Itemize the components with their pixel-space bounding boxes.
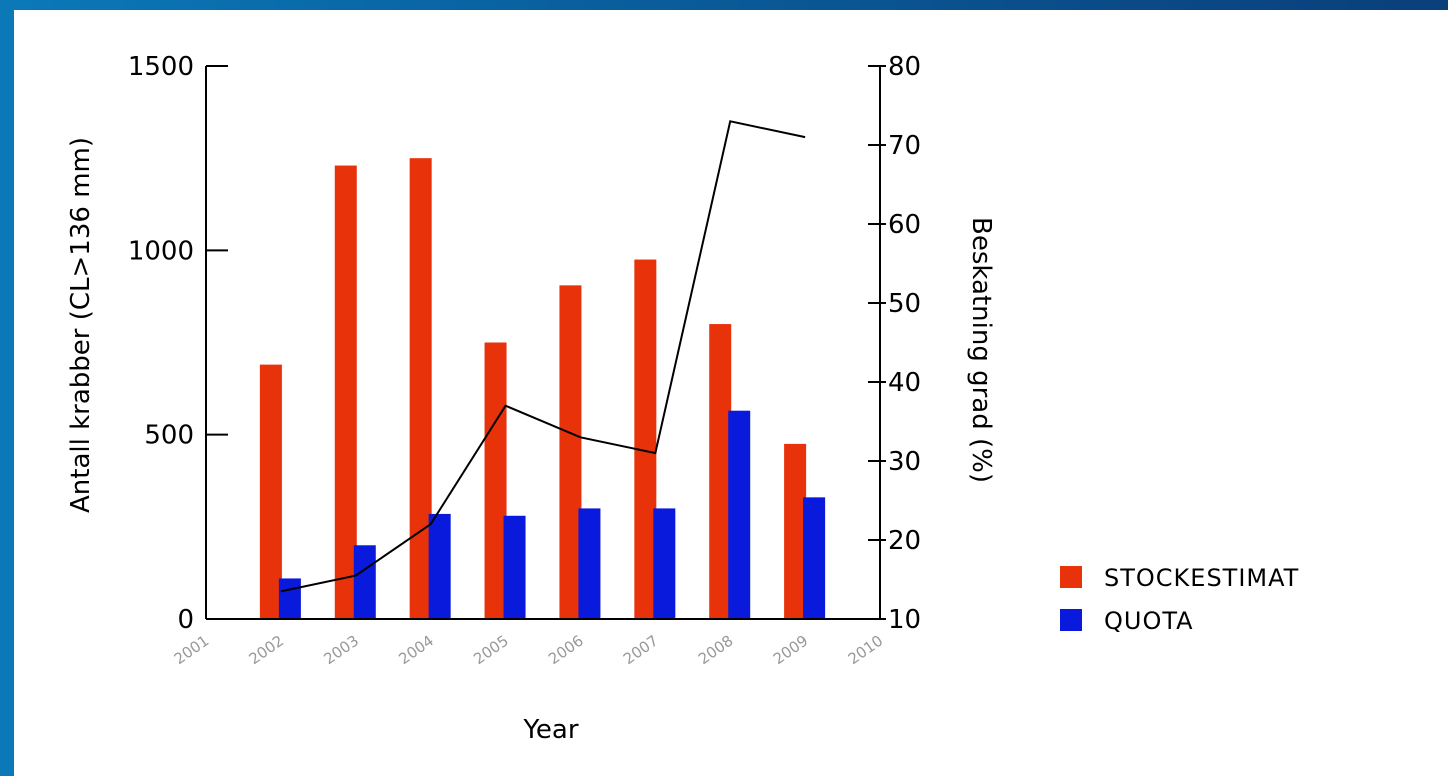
bar-quota-2009 — [803, 497, 826, 619]
y-right-tick-label-50: 50 — [888, 289, 921, 319]
y-left-tick-label-0: 0 — [177, 605, 194, 635]
bar-quota-2005 — [503, 515, 526, 619]
bar-stockestimat-2002 — [259, 364, 282, 619]
y-right-tick-label-60: 60 — [888, 210, 921, 240]
y-left-tick-label-1000: 1000 — [128, 236, 194, 266]
bar-quota-2002 — [278, 578, 301, 619]
legend-label-quota: QUOTA — [1104, 607, 1194, 635]
y-left-tick-label-1500: 1500 — [128, 52, 194, 82]
x-tick-label-2001: 2001 — [171, 632, 213, 669]
y-axis-right-title: Beskatning grad (%) — [966, 217, 996, 483]
bar-quota-2006 — [578, 508, 601, 619]
bar-stockestimat-2003 — [334, 165, 357, 620]
legend-swatch-quota — [1060, 609, 1082, 631]
y-right-tick-label-40: 40 — [888, 368, 921, 398]
x-tick-label-2006: 2006 — [545, 632, 587, 669]
x-tick-label-2010: 2010 — [845, 632, 887, 669]
axes-group — [205, 66, 881, 620]
chart: 0 500 1000 1500 10 20 30 40 50 60 70 80 2001 2002 2003… — [66, 52, 1299, 745]
x-tick-label-2005: 2005 — [470, 632, 512, 669]
bar-stockestimat-2004 — [409, 158, 432, 619]
bars-group — [259, 158, 826, 620]
bar-stockestimat-2006 — [559, 285, 582, 619]
legend-label-stockestimat: STOCKESTIMAT — [1104, 564, 1299, 592]
y-axis-left-title: Antall krabber (CL>136 mm) — [66, 137, 96, 513]
y-right-tick-label-80: 80 — [888, 52, 921, 82]
y-left-tick-label-500: 500 — [144, 421, 194, 451]
y-right-tick-label-10: 10 — [888, 605, 921, 635]
legend: STOCKESTIMAT QUOTA — [1060, 564, 1299, 635]
bar-stockestimat-2009 — [784, 443, 807, 619]
x-tick-label-2003: 2003 — [320, 632, 362, 669]
line-beskatning — [280, 120, 806, 593]
chart-panel: 0 500 1000 1500 10 20 30 40 50 60 70 80 2001 2002 2003… — [14, 10, 1448, 776]
x-tick-label-2002: 2002 — [246, 632, 288, 669]
y-right-tick-label-30: 30 — [888, 447, 921, 477]
bar-quota-2007 — [653, 508, 676, 619]
bar-quota-2008 — [728, 410, 751, 619]
line-group — [280, 120, 806, 593]
bar-stockestimat-2005 — [484, 342, 507, 619]
legend-swatch-stockestimat — [1060, 566, 1082, 588]
bar-stockestimat-2008 — [709, 324, 732, 619]
bar-quota-2004 — [428, 513, 451, 619]
x-tick-label-2009: 2009 — [770, 632, 812, 669]
bar-quota-2003 — [353, 545, 376, 619]
bar-stockestimat-2007 — [634, 259, 657, 619]
x-axis-title: Year — [522, 715, 578, 745]
x-tick-label-2008: 2008 — [695, 632, 737, 669]
y-right-tick-label-20: 20 — [888, 526, 921, 556]
x-tick-label-2004: 2004 — [395, 632, 437, 669]
y-right-tick-label-70: 70 — [888, 131, 921, 161]
x-tick-label-2007: 2007 — [620, 632, 662, 669]
